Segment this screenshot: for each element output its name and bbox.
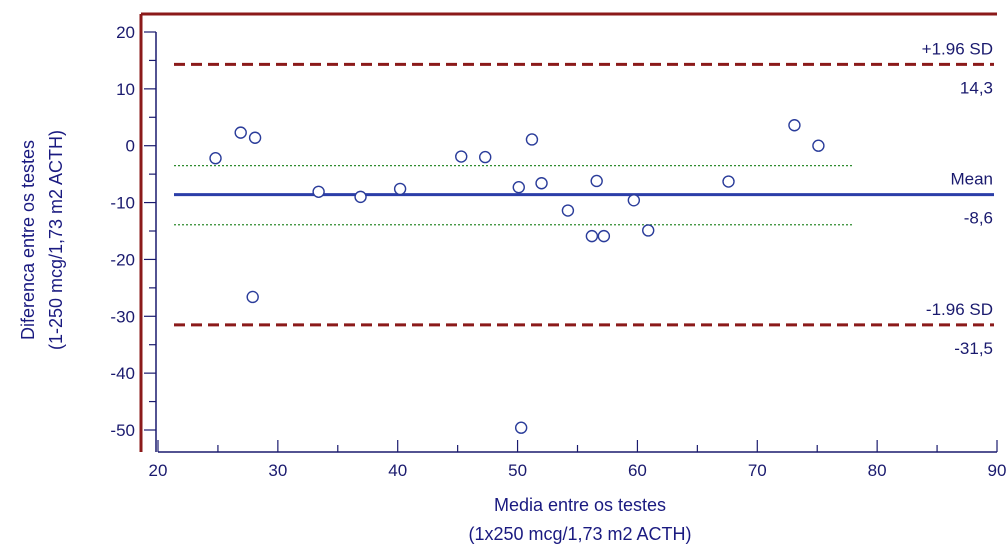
y-tick-label: -50 [110,421,135,440]
data-point [209,152,222,165]
x-tick-label: 90 [988,461,1007,480]
y-tick-label: 0 [126,137,135,156]
data-point [455,150,468,163]
data-point [393,182,407,196]
y-tick-label: -30 [110,307,135,326]
data-point [642,224,655,237]
data-point [590,174,603,188]
data-point [354,190,367,204]
x-tick-label: 50 [508,461,527,480]
y-tick-label: 10 [116,80,135,99]
data-point [479,150,492,164]
y-tick-label: 20 [116,23,135,42]
data-points [209,119,825,434]
axis-titles: Media entre os testes (1x250 mcg/1,73 m2… [18,130,692,544]
mean-line-label: Mean [950,170,993,189]
x-axis-title-line-2: (1x250 mcg/1,73 m2 ACTH) [468,524,691,544]
data-point [812,139,825,152]
y-axis: 20 10 0 -10 -20 -30 -40 -50 [110,23,157,452]
data-point [234,126,247,139]
data-point [525,133,539,146]
x-tick-label: 70 [748,461,767,480]
y-tick-label: -10 [110,194,135,213]
data-point [788,119,801,132]
x-tick-label: 30 [268,461,287,480]
x-tick-label: 40 [388,461,407,480]
x-axis: 20 30 40 50 60 70 80 90 [149,440,1007,480]
x-axis-title-line-1: Media entre os testes [494,495,666,515]
data-point [722,175,735,188]
y-tick-label: -40 [110,364,135,383]
data-point [246,290,259,304]
x-tick-label: 80 [868,461,887,480]
data-point [585,229,599,243]
x-tick-label: 20 [149,461,168,480]
data-point [597,229,611,243]
y-axis-title-line-2: (1-250 mcg/1,73 m2 ACTH) [46,130,66,350]
mean-value-label: -8,6 [964,209,993,228]
upper-line-label: +1.96 SD [922,39,993,58]
lower-value-label: -31,5 [954,339,993,358]
data-point [512,181,525,194]
y-axis-title-line-1: Diferenca entre os testes [18,140,38,340]
plot-area [139,12,997,452]
reference-lines: +1.96 SD 14,3 Mean -8,6 -1.96 SD -31,5 [174,39,994,358]
data-point [535,177,548,190]
data-point [514,421,528,434]
y-tick-label: -20 [110,250,135,269]
upper-value-label: 14,3 [960,78,993,97]
lower-line-label: -1.96 SD [926,300,993,319]
data-point [312,185,325,198]
data-point [561,204,575,217]
data-point [627,194,641,207]
data-point [248,131,262,144]
x-tick-label: 60 [628,461,647,480]
